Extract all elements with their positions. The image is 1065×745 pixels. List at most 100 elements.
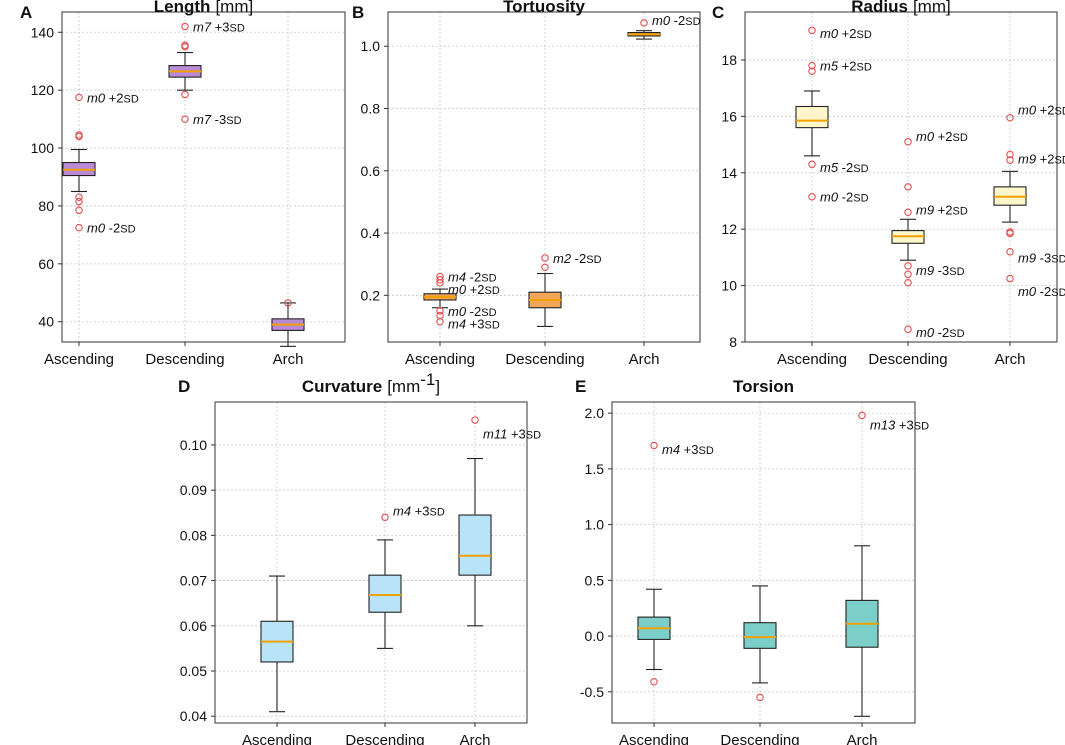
annotation-sd: SD [1055, 155, 1065, 167]
outlier-annotation: m4 +3SD [448, 316, 500, 331]
iqr-box [795, 105, 829, 129]
outlier-point [904, 137, 912, 146]
panel-letter: D [178, 377, 190, 396]
annotation-model: m7 [193, 19, 212, 34]
plot-frame [61, 11, 346, 343]
annotation-model: m4 [448, 316, 466, 331]
box-ascending [795, 26, 829, 201]
iqr-box [368, 574, 402, 613]
outlier-point [808, 26, 816, 35]
annotation-model: m0 [87, 90, 106, 105]
y-tick-label: -0.5 [580, 684, 604, 700]
annotation-sd: SD [230, 22, 245, 34]
annotation-model: m5 [820, 59, 839, 74]
iqr-box [458, 514, 492, 576]
x-tick-label: Ascending [44, 351, 114, 368]
annotation-model: m4 [662, 442, 680, 457]
y-tick-label: 18 [721, 52, 737, 68]
annotation-sd: SD [699, 445, 714, 457]
box-ascending [260, 575, 294, 713]
outlier-annotation: m9 +2SD [1018, 152, 1065, 167]
outlier-point [1006, 114, 1014, 122]
outlier-point [436, 275, 444, 284]
outlier-point [904, 262, 912, 270]
outlier-annotation: m0 -2SD [1018, 284, 1065, 299]
annotation-sd: SD [914, 420, 929, 432]
annotation-model: m0 [448, 304, 467, 319]
annotation-model: m0 [820, 26, 839, 41]
annotation-model: m0 [1018, 284, 1037, 299]
annotation-sd: SD [226, 115, 241, 127]
outlier-point [181, 90, 189, 99]
outlier-point [181, 22, 189, 31]
annotation-sd: SD [853, 163, 868, 175]
outlier-annotation: m11 +3SD [483, 427, 541, 442]
x-tick-label: Ascending [619, 732, 689, 745]
annotation-model: m9 [1018, 152, 1036, 167]
y-tick-label: 0.8 [361, 101, 381, 117]
annotation-model: m0 [820, 190, 839, 205]
outlier-point [650, 678, 658, 686]
box-ascending [637, 441, 671, 686]
y-tick-label: 16 [721, 108, 737, 124]
outlier-annotation: m0 +2SD [916, 129, 968, 144]
annotation-sd: SD [586, 254, 601, 266]
y-tick-label: 0.4 [361, 225, 381, 241]
y-tick-label: 0.08 [180, 527, 207, 543]
outlier-point [1006, 274, 1014, 283]
annotation-sd: SD [853, 193, 868, 205]
x-tick-label: Descending [868, 351, 947, 368]
panel-title-unit-exponent: -1 [420, 370, 435, 389]
y-tick-label: 1.0 [585, 517, 605, 533]
outlier-point [904, 183, 912, 191]
annotation-sd: SD [949, 328, 964, 340]
box-descending [168, 22, 202, 123]
y-tick-label: 0.0 [585, 628, 605, 644]
annotation-sd: SD [1051, 253, 1065, 265]
y-tick-label: 0.04 [180, 708, 207, 724]
annotation-sd: SD [485, 319, 500, 331]
annotation-sign: -2 [1036, 284, 1051, 299]
annotation-sd: SD [953, 205, 968, 217]
y-tick-label: 0.2 [361, 287, 381, 303]
outlier-point [1006, 156, 1014, 164]
panel-letter: C [712, 3, 724, 22]
plot-frame [744, 11, 1058, 343]
annotation-sign: +3 [507, 427, 525, 442]
iqr-box [743, 622, 777, 649]
panel-title-text: Radius [851, 0, 908, 16]
outlier-point [1006, 247, 1014, 256]
annotation-model: m5 [820, 160, 839, 175]
annotation-sign: +2 [934, 202, 952, 217]
plot-frame [611, 401, 916, 724]
x-tick-label: Ascending [777, 351, 847, 368]
x-tick-label: Arch [460, 732, 491, 745]
annotation-sign: +2 [1036, 102, 1054, 117]
annotation-sd: SD [481, 307, 496, 319]
box-descending [891, 137, 925, 334]
annotation-sign: +2 [838, 26, 856, 41]
annotation-sign: +3 [895, 417, 913, 432]
plot-frame [214, 401, 528, 724]
x-tick-label: Descending [145, 351, 224, 368]
annotation-sign: +3 [411, 504, 429, 519]
box-descending [528, 254, 562, 327]
outlier-point [808, 61, 816, 70]
annotation-sd: SD [953, 132, 968, 144]
outlier-annotation: m0 +2SD [1018, 102, 1065, 117]
annotation-model: m0 [87, 221, 106, 236]
outlier-point [75, 193, 83, 202]
outlier-point [75, 132, 83, 141]
annotation-sd: SD [857, 29, 872, 41]
y-tick-label: 80 [38, 198, 54, 214]
annotation-sign: -2 [466, 270, 481, 285]
outlier-point [650, 441, 658, 450]
panel-a: 40 60 80 100 120 140 Ascending Descending Arch m0… [20, 0, 346, 368]
y-tick-label: 0.6 [361, 163, 381, 179]
outlier-point [858, 411, 866, 420]
y-tick-label: 1.5 [585, 461, 605, 477]
annotation-model: m9 [916, 263, 934, 278]
outlier-annotation: m0 -2SD [916, 325, 965, 340]
outlier-annotation: m5 -2SD [820, 160, 869, 175]
